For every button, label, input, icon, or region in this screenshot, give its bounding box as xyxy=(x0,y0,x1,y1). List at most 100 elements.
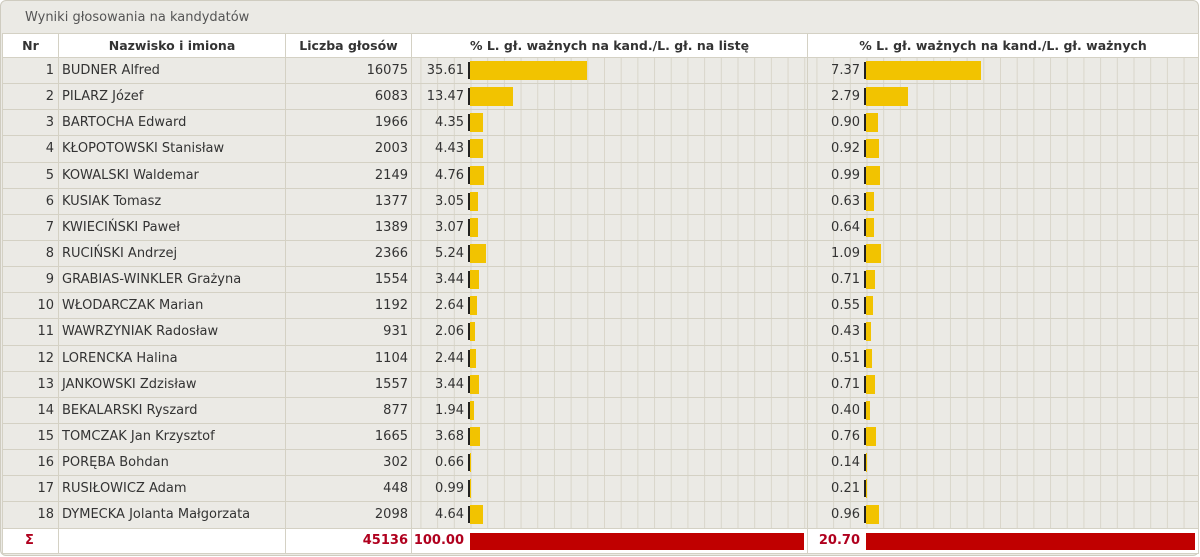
row-nr: 13 xyxy=(2,370,59,398)
pct-valid-bar xyxy=(866,400,871,420)
pct-valid-bar xyxy=(866,139,879,159)
candidate-name: WAWRZYNIAK Radosław xyxy=(58,318,286,346)
vote-count: 6083 xyxy=(285,83,412,111)
header-row: Nr Nazwisko i imiona Liczba głosów % L. … xyxy=(2,33,1199,58)
pct-valid-bar xyxy=(866,505,880,525)
pct-list-cell: 4.64 xyxy=(411,501,808,529)
row-nr: 15 xyxy=(2,422,59,451)
pct-valid-bar xyxy=(866,348,873,368)
pct-list-value: 5.24 xyxy=(435,245,464,261)
candidate-name: BEKALARSKI Ryszard xyxy=(58,396,286,424)
pct-valid-bar xyxy=(866,296,873,316)
pct-list-bar xyxy=(470,322,475,342)
pct-valid-value: 0.90 xyxy=(831,115,860,131)
pct-valid-bar xyxy=(866,113,879,133)
pct-list-cell: 0.99 xyxy=(411,475,808,503)
sum-row: Σ 45136 100.00 20.70 xyxy=(2,527,1199,554)
pct-list-bar xyxy=(470,400,475,420)
row-nr: 17 xyxy=(2,475,59,503)
bar-baseline-tick xyxy=(468,480,470,498)
table-row: 9 GRABIAS-WINKLER Grażyna 1554 3.44 0.71 xyxy=(2,266,1199,294)
pct-list-cell: 3.68 xyxy=(411,422,808,451)
header-pct-list: % L. gł. ważnych na kand./L. gł. na list… xyxy=(411,33,808,58)
row-nr: 1 xyxy=(2,56,59,85)
table-row: 8 RUCIŃSKI Andrzej 2366 5.24 1.09 xyxy=(2,239,1199,268)
pct-valid-cell: 0.55 xyxy=(807,292,1199,320)
pct-valid-cell: 2.79 xyxy=(807,83,1199,111)
vote-count: 1377 xyxy=(285,187,412,215)
pct-valid-cell: 0.21 xyxy=(807,475,1199,503)
pct-list-bar xyxy=(470,505,484,525)
bar-baseline-tick xyxy=(864,114,866,132)
pct-list-bar xyxy=(470,113,483,133)
candidate-name: KWIECIŃSKI Paweł xyxy=(58,213,286,241)
candidate-name: RUSIŁOWICZ Adam xyxy=(58,475,286,503)
sum-pct-list-cell: 100.00 xyxy=(411,527,808,554)
table-row: 4 KŁOPOTOWSKI Stanisław 2003 4.43 0.92 xyxy=(2,135,1199,163)
sum-name-cell xyxy=(58,527,286,554)
pct-valid-cell: 0.63 xyxy=(807,187,1199,215)
bar-baseline-tick xyxy=(864,218,866,236)
candidate-name: PORĘBA Bohdan xyxy=(58,449,286,477)
pct-list-bar xyxy=(470,270,480,290)
table-row: 6 KUSIAK Tomasz 1377 3.05 0.63 xyxy=(2,187,1199,215)
pct-list-bar xyxy=(470,426,481,446)
table-row: 1 BUDNER Alfred 16075 35.61 7.37 xyxy=(2,56,1199,85)
header-pct-valid: % L. gł. ważnych na kand./L. gł. ważnych xyxy=(807,33,1199,58)
vote-count: 2149 xyxy=(285,161,412,189)
row-nr: 8 xyxy=(2,239,59,268)
bar-baseline-tick xyxy=(468,140,470,158)
pct-list-value: 4.43 xyxy=(435,141,464,157)
candidate-name: WŁODARCZAK Marian xyxy=(58,292,286,320)
candidate-name: RUCIŃSKI Andrzej xyxy=(58,239,286,268)
row-nr: 3 xyxy=(2,109,59,137)
pct-valid-bar xyxy=(866,165,880,185)
pct-list-bar xyxy=(470,296,477,316)
bar-baseline-tick xyxy=(468,62,470,79)
candidate-name: KOWALSKI Waldemar xyxy=(58,161,286,189)
table-row: 15 TOMCZAK Jan Krzysztof 1665 3.68 0.76 xyxy=(2,422,1199,451)
pct-list-bar xyxy=(470,348,477,368)
pct-list-value: 1.94 xyxy=(435,402,464,418)
bar-baseline-tick xyxy=(468,349,470,367)
bar-baseline-tick xyxy=(864,62,866,79)
bar-baseline-tick xyxy=(864,140,866,158)
pct-valid-value: 0.71 xyxy=(831,272,860,288)
row-nr: 14 xyxy=(2,396,59,424)
header-nr: Nr xyxy=(2,33,59,58)
pct-list-cell: 3.07 xyxy=(411,213,808,241)
pct-valid-value: 0.51 xyxy=(831,350,860,366)
bar-baseline-tick xyxy=(468,454,470,472)
pct-list-bar xyxy=(470,217,479,237)
bar-baseline-tick xyxy=(468,114,470,132)
row-nr: 2 xyxy=(2,83,59,111)
pct-valid-bar xyxy=(866,87,909,107)
pct-list-value: 2.64 xyxy=(435,298,464,314)
candidate-name: JANKOWSKI Zdzisław xyxy=(58,370,286,398)
table-row: 13 JANKOWSKI Zdzisław 1557 3.44 0.71 xyxy=(2,370,1199,398)
bar-baseline-tick xyxy=(468,244,470,262)
sum-pct-valid-cell: 20.70 xyxy=(807,527,1199,554)
bar-baseline-tick xyxy=(468,192,470,210)
sum-pct-valid: 20.70 xyxy=(818,532,860,548)
panel-title: Wyniki głosowania na kandydatów xyxy=(25,10,250,25)
bar-baseline-tick xyxy=(864,427,866,445)
pct-valid-cell: 0.71 xyxy=(807,370,1199,398)
pct-list-value: 4.35 xyxy=(435,115,464,131)
pct-valid-cell: 0.90 xyxy=(807,109,1199,137)
bar-baseline-tick xyxy=(468,297,470,315)
candidate-name: DYMECKA Jolanta Małgorzata xyxy=(58,501,286,529)
pct-list-value: 0.99 xyxy=(435,481,464,497)
pct-list-bar xyxy=(470,165,484,185)
table-row: 3 BARTOCHA Edward 1966 4.35 0.90 xyxy=(2,109,1199,137)
pct-valid-value: 7.37 xyxy=(831,63,860,78)
bar-baseline-tick xyxy=(468,88,470,106)
sum-pct-valid-bar xyxy=(866,532,1195,550)
pct-valid-bar xyxy=(866,270,876,290)
table-row: 7 KWIECIŃSKI Paweł 1389 3.07 0.64 xyxy=(2,213,1199,241)
pct-list-value: 2.44 xyxy=(435,350,464,366)
pct-list-cell: 3.44 xyxy=(411,370,808,398)
pct-valid-cell: 0.43 xyxy=(807,318,1199,346)
pct-list-value: 3.05 xyxy=(435,193,464,209)
pct-list-cell: 1.94 xyxy=(411,396,808,424)
